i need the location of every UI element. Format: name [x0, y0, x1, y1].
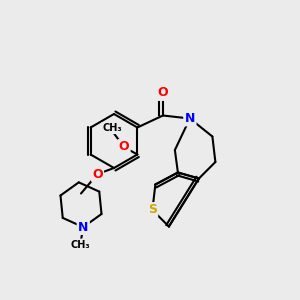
Text: O: O — [92, 167, 103, 181]
Text: CH₃: CH₃ — [102, 123, 122, 133]
Text: O: O — [158, 86, 168, 100]
Text: O: O — [118, 140, 129, 154]
Text: O: O — [92, 167, 103, 181]
Text: O: O — [158, 86, 168, 100]
Text: N: N — [78, 220, 88, 234]
Text: S: S — [148, 203, 157, 217]
Text: N: N — [185, 112, 195, 125]
Text: N: N — [185, 112, 195, 125]
Text: O: O — [118, 140, 129, 154]
Text: S: S — [148, 203, 157, 217]
Text: CH₃: CH₃ — [70, 239, 90, 250]
Text: N: N — [78, 220, 88, 234]
